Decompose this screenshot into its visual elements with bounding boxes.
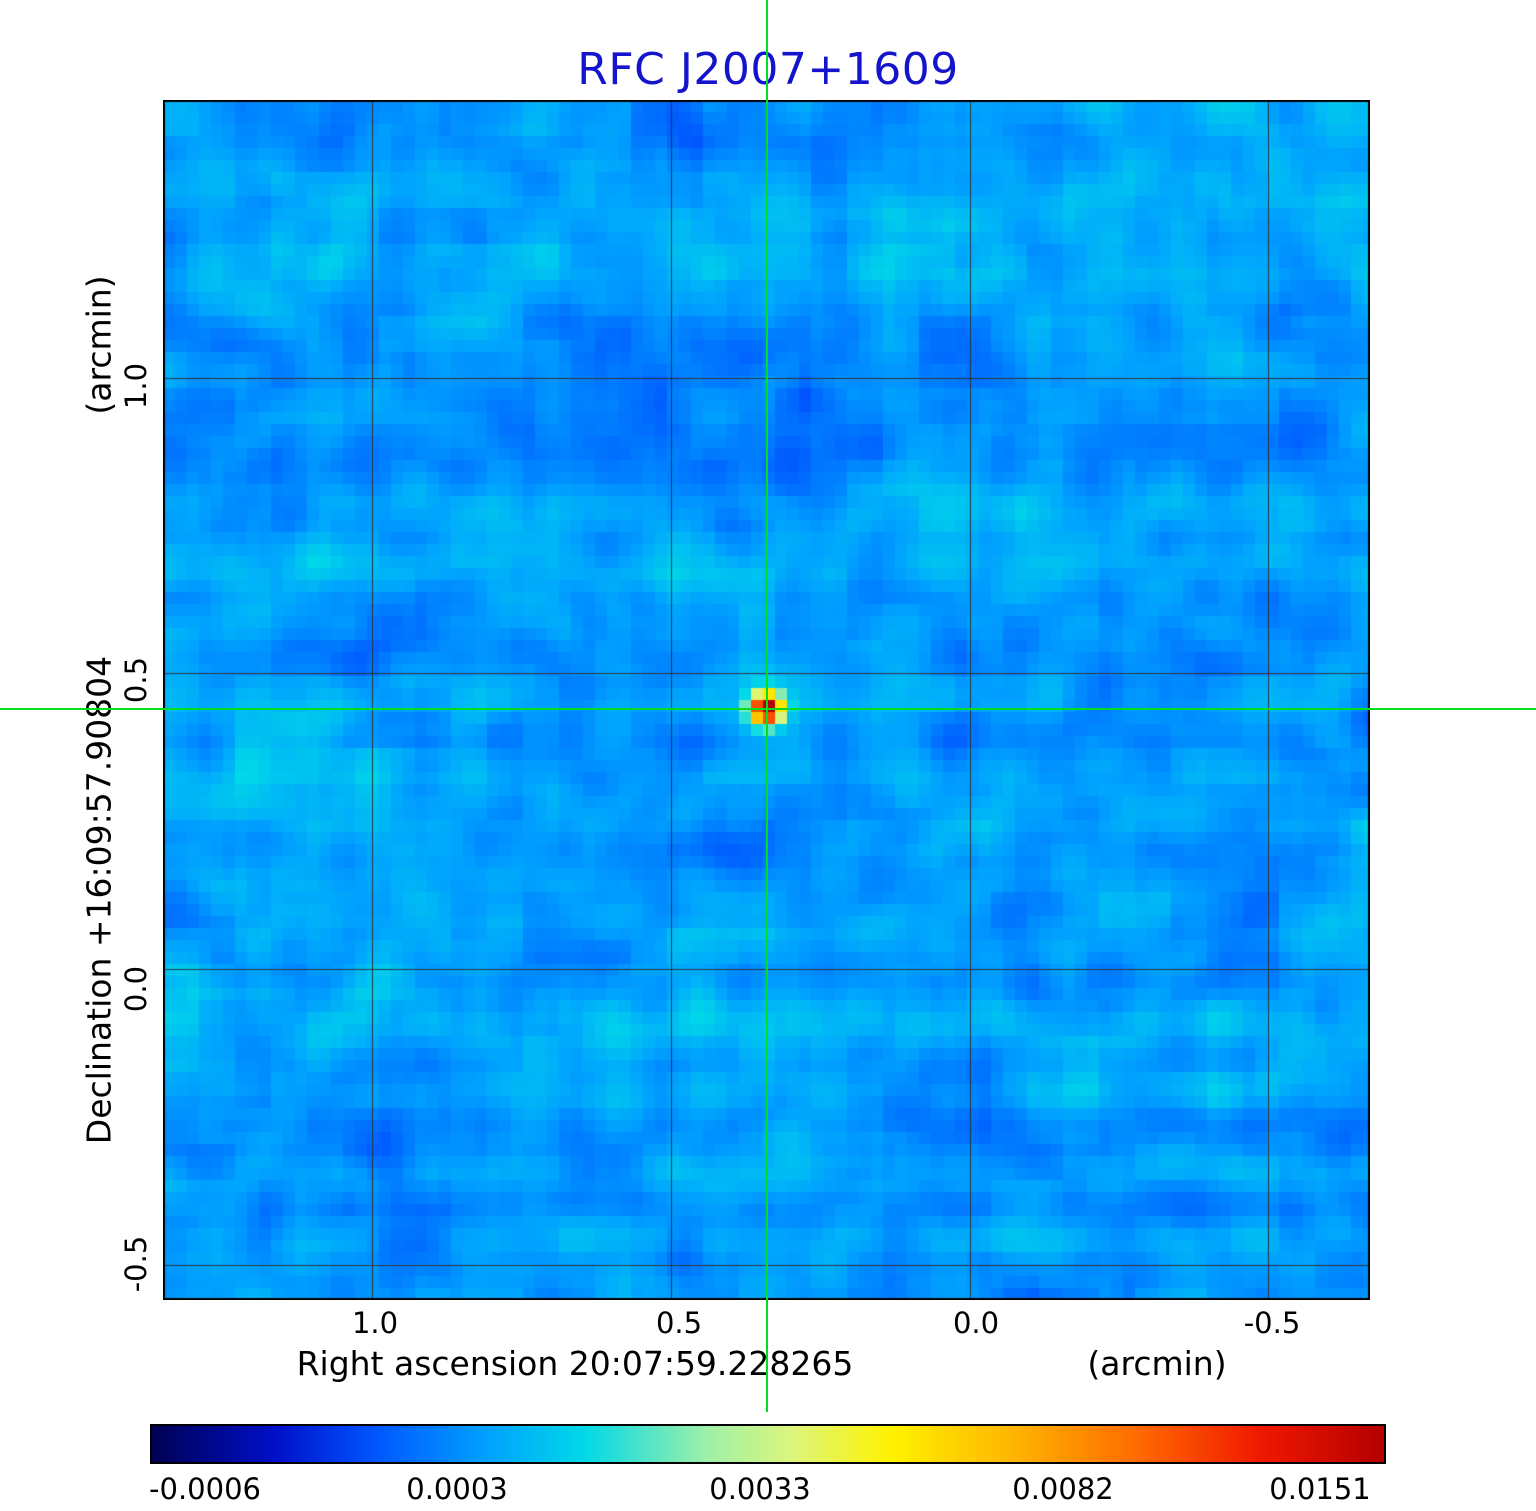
crosshair-vertical-line bbox=[766, 0, 768, 1412]
colorbar-tick-label: 0.0082 bbox=[1012, 1472, 1114, 1506]
x-axis-unit-label: (arcmin) bbox=[1087, 1344, 1227, 1383]
page-title: RFC J2007+1609 bbox=[577, 44, 959, 95]
y-tick-label: 0.5 bbox=[119, 656, 153, 704]
colorbar-tick-label: 0.0003 bbox=[406, 1472, 508, 1506]
x-tick-label: 0.0 bbox=[952, 1306, 1000, 1340]
colorbar-tick-label: -0.0006 bbox=[149, 1472, 261, 1506]
x-tick-label: 0.5 bbox=[655, 1306, 703, 1340]
crosshair-horizontal-line bbox=[0, 708, 1536, 710]
y-tick-label: 0.0 bbox=[119, 965, 153, 1013]
y-tick-label: -0.5 bbox=[119, 1235, 153, 1293]
x-tick-label: -0.5 bbox=[1243, 1306, 1301, 1340]
x-tick-label: 1.0 bbox=[351, 1306, 399, 1340]
x-axis-label: Right ascension 20:07:59.228265 bbox=[296, 1344, 854, 1383]
y-axis-unit-label: (arcmin) bbox=[79, 275, 119, 415]
colorbar-tick-label: 0.0151 bbox=[1269, 1472, 1371, 1506]
y-axis-label: Declination +16:09:57.90804 bbox=[79, 655, 119, 1145]
colorbar-tick-label: 0.0033 bbox=[709, 1472, 811, 1506]
y-tick-label: 1.0 bbox=[119, 362, 153, 410]
colorbar bbox=[150, 1424, 1386, 1464]
